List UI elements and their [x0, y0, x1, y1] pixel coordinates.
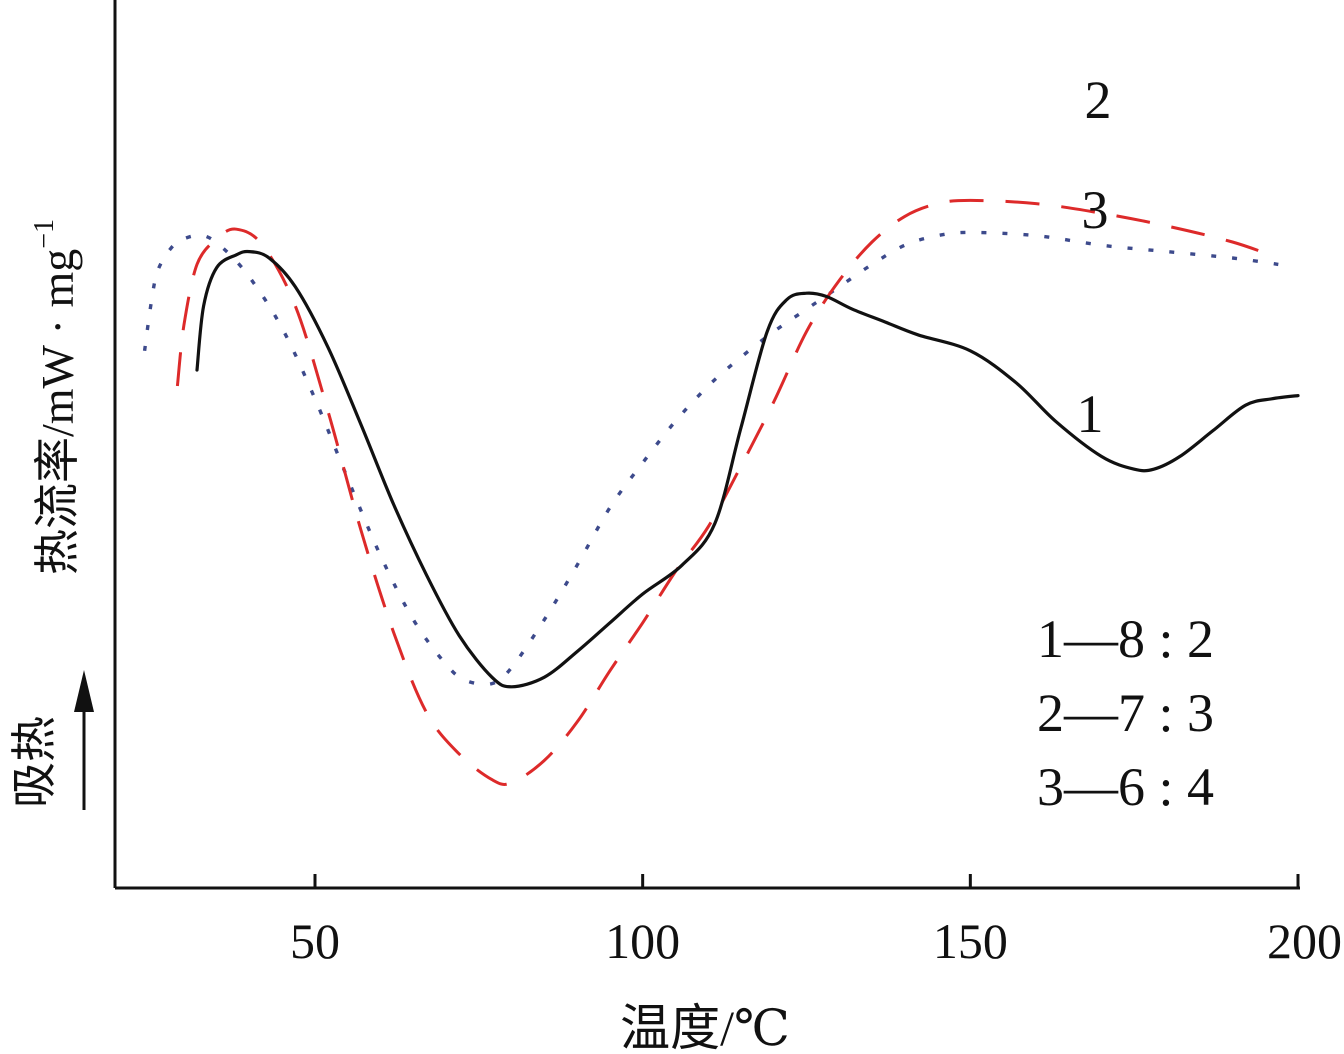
legend-entry: 2—7 : 3 — [1037, 683, 1214, 743]
series-1-line — [195, 249, 1300, 689]
x-tick-label: 150 — [933, 913, 1008, 969]
x-tick-label: 50 — [290, 913, 340, 969]
legend-entry: 1—8 : 2 — [1037, 609, 1214, 669]
x-tick-label: 100 — [605, 913, 680, 969]
y-axis-label-exponent: −1 — [29, 219, 60, 249]
endotherm-indicator: 吸热 — [9, 670, 94, 810]
endotherm-label: 吸热 — [9, 716, 60, 808]
axes — [113, 0, 1300, 890]
curve-label-3: 3 — [1082, 180, 1109, 240]
endotherm-arrow-head-icon — [74, 670, 94, 712]
y-axis-label: 热流率/mW · mg−1 — [29, 219, 83, 575]
curve-label-1: 1 — [1077, 384, 1104, 444]
x-axis-label: 温度/℃ — [620, 1000, 790, 1054]
curves — [142, 198, 1300, 786]
legend: 1—8 : 2 2—7 : 3 3—6 : 4 — [1037, 609, 1214, 817]
legend-entry: 3—6 : 4 — [1037, 757, 1214, 817]
x-ticks: 50 100 150 200 — [290, 874, 1342, 969]
curve-label-2: 2 — [1085, 70, 1112, 130]
x-tick-label: 200 — [1267, 913, 1342, 969]
series-2-line — [175, 198, 1279, 786]
y-axis-label-main: 热流率/mW · mg — [32, 249, 83, 575]
curve-labels: 1 2 3 — [1077, 70, 1112, 444]
